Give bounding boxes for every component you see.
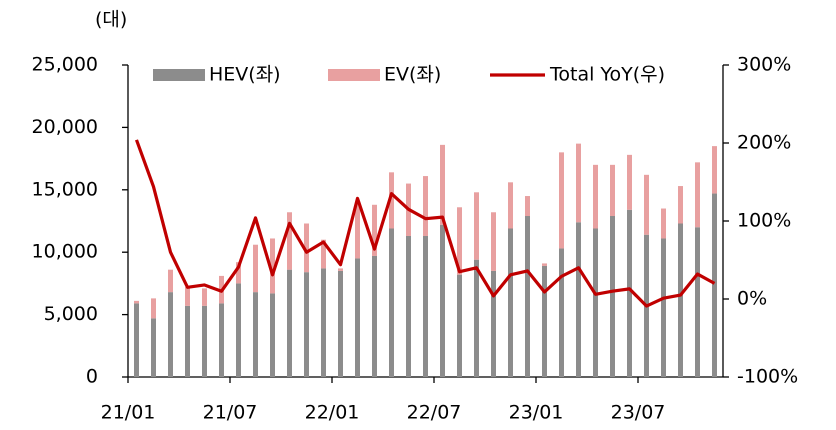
bar xyxy=(712,146,717,194)
bar xyxy=(678,223,683,377)
bar xyxy=(712,193,717,377)
x-tick-label: 22/07 xyxy=(407,402,462,424)
bar xyxy=(474,259,479,377)
bar xyxy=(593,164,598,229)
bar xyxy=(440,224,445,377)
bar xyxy=(423,235,428,377)
bar xyxy=(304,223,309,273)
bar xyxy=(304,272,309,377)
bar xyxy=(559,248,564,377)
bar xyxy=(151,298,156,319)
x-tick-label: 22/01 xyxy=(305,402,360,424)
bar xyxy=(525,216,530,377)
bar xyxy=(355,258,360,377)
bar xyxy=(338,268,343,271)
bar xyxy=(185,305,190,377)
bar xyxy=(491,212,496,271)
bar xyxy=(134,300,139,304)
bar xyxy=(576,222,581,377)
y-tick-label: 10,000 xyxy=(32,241,98,263)
y-tick-label: 20,000 xyxy=(32,116,98,138)
bar xyxy=(219,303,224,377)
bar xyxy=(610,164,615,217)
bar xyxy=(270,238,275,294)
bar xyxy=(610,216,615,377)
bar xyxy=(491,270,496,377)
bar xyxy=(287,212,292,270)
y2-tick-label: 200% xyxy=(737,132,791,154)
bar xyxy=(627,154,632,210)
bar xyxy=(372,255,377,377)
y2-tick-label: -100% xyxy=(737,366,798,388)
line-series xyxy=(134,139,716,308)
bar xyxy=(627,209,632,377)
x-tick-label: 21/01 xyxy=(101,402,156,424)
bar xyxy=(202,305,207,377)
legend-label: Total YoY(우) xyxy=(549,64,665,86)
bar xyxy=(508,228,513,377)
bar xyxy=(253,244,258,293)
legend-swatch xyxy=(153,69,205,81)
bar xyxy=(593,228,598,377)
y-tick-label: 5,000 xyxy=(44,303,98,325)
bar xyxy=(134,303,139,377)
x-tick-label: 23/07 xyxy=(611,402,666,424)
bar xyxy=(695,162,700,228)
bar xyxy=(457,274,462,377)
bar xyxy=(338,270,343,377)
bar xyxy=(287,269,292,377)
bar xyxy=(151,318,156,377)
bar xyxy=(406,235,411,377)
bar xyxy=(389,172,394,229)
bar xyxy=(661,238,666,377)
bar xyxy=(440,144,445,225)
bar xyxy=(542,265,547,377)
bar xyxy=(389,228,394,377)
y-tick-label: 0 xyxy=(86,366,98,388)
bar xyxy=(185,287,190,306)
legend-label: EV(좌) xyxy=(384,64,441,86)
bar xyxy=(542,263,547,266)
legend-label: HEV(좌) xyxy=(209,64,281,86)
bar xyxy=(508,182,513,229)
bar xyxy=(695,227,700,377)
bar xyxy=(423,176,428,236)
bar xyxy=(678,186,683,224)
bar xyxy=(355,203,360,259)
bar xyxy=(321,268,326,377)
bar xyxy=(168,269,173,293)
y2-tick-label: 300% xyxy=(737,54,791,76)
bar xyxy=(270,293,275,377)
bar xyxy=(202,288,207,306)
bar xyxy=(644,174,649,235)
y-tick-label: 15,000 xyxy=(32,178,98,200)
y-unit-label: (대) xyxy=(95,9,127,31)
y2-tick-label: 100% xyxy=(737,210,791,232)
y2-tick-label: 0% xyxy=(737,288,767,310)
bar xyxy=(253,292,258,377)
bar xyxy=(661,208,666,239)
bar xyxy=(457,207,462,275)
bar xyxy=(321,239,326,269)
bar xyxy=(372,204,377,256)
legend-swatch xyxy=(328,69,380,81)
bar xyxy=(236,283,241,377)
x-tick-label: 23/01 xyxy=(509,402,564,424)
bar xyxy=(236,262,241,284)
bar xyxy=(168,292,173,377)
x-tick-label: 21/07 xyxy=(203,402,258,424)
bar xyxy=(576,143,581,223)
bar xyxy=(559,152,564,249)
bar xyxy=(474,192,479,260)
y-tick-label: 25,000 xyxy=(32,54,98,76)
bar xyxy=(525,196,530,217)
